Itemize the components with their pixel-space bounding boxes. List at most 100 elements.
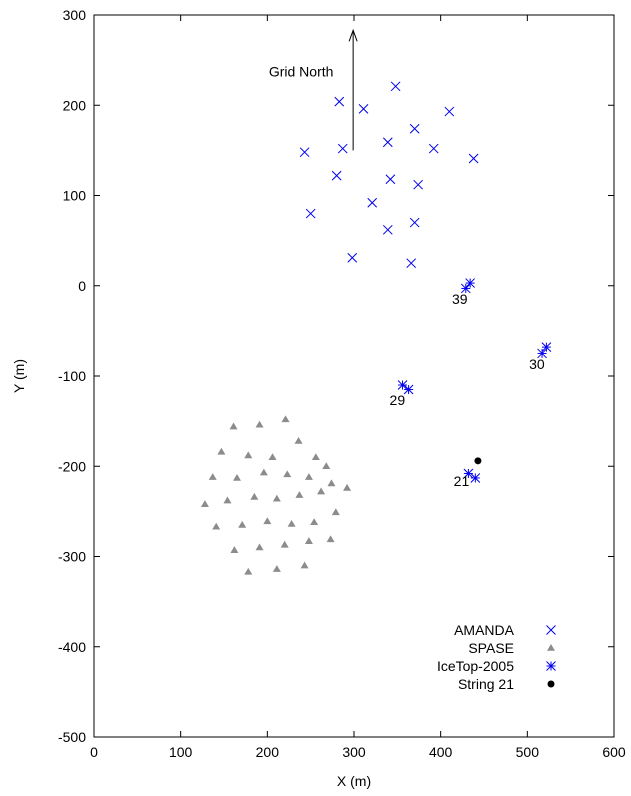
y-tick-label: -400 xyxy=(58,639,86,655)
amanda-point xyxy=(337,143,348,154)
x-stroke xyxy=(546,625,556,635)
icetop-2005-point xyxy=(537,348,547,359)
spase-point xyxy=(310,518,319,526)
x-tick-label: 100 xyxy=(169,744,193,760)
grid-north-arrowhead xyxy=(348,28,358,42)
spase-point xyxy=(230,546,239,553)
x-tick-label: 400 xyxy=(429,744,453,760)
amanda-point xyxy=(347,252,358,263)
string-21-point xyxy=(474,457,482,465)
series-amanda xyxy=(299,81,479,269)
spase-point xyxy=(268,453,277,461)
legend-label-spase: SPASE xyxy=(468,640,514,656)
amanda-point xyxy=(468,153,479,164)
spase-point xyxy=(272,494,281,502)
spase-point xyxy=(331,508,340,516)
legend-label-icetop-2005: IceTop-2005 xyxy=(437,658,514,674)
legend: AMANDA SPASE IceTop-2005 String 21 xyxy=(437,622,556,692)
spase-point xyxy=(322,462,331,470)
x-stroke xyxy=(406,258,417,269)
spase-point xyxy=(255,543,264,551)
x-stroke xyxy=(382,137,393,148)
x-stroke xyxy=(444,106,455,117)
spase-point xyxy=(281,415,290,423)
spase-point xyxy=(244,567,253,575)
spase-point xyxy=(200,500,209,507)
amanda-point xyxy=(367,197,378,208)
amanda-point xyxy=(390,81,401,92)
x-tick-label: 500 xyxy=(516,744,540,760)
legend-marker-string-21 xyxy=(547,680,555,688)
x-stroke xyxy=(331,170,342,181)
series-icetop-2005 xyxy=(397,278,552,483)
x-stroke xyxy=(358,104,369,114)
x-stroke xyxy=(385,174,396,185)
station-label-39: 39 xyxy=(452,291,468,307)
spase-point xyxy=(255,420,264,428)
legend-label-string-21: String 21 xyxy=(458,676,514,692)
spase-point xyxy=(250,492,259,500)
data-marks xyxy=(200,81,552,575)
series-spase xyxy=(200,415,352,575)
y-tick-label: -100 xyxy=(58,368,86,384)
icetop-2005-point xyxy=(403,384,414,395)
y-tick-label: 0 xyxy=(78,278,86,294)
amanda-point xyxy=(358,104,369,114)
x-stroke xyxy=(390,81,401,92)
spase-point xyxy=(229,422,238,430)
spase-point xyxy=(343,483,352,491)
spase-point xyxy=(295,491,304,498)
amanda-point xyxy=(413,179,423,190)
series-string-21 xyxy=(474,457,482,465)
spase-point xyxy=(244,451,253,459)
x-stroke xyxy=(299,147,310,158)
station-label-29: 29 xyxy=(390,392,406,408)
x-stroke xyxy=(337,143,348,154)
x-axis-label: X (m) xyxy=(337,773,371,789)
spase-point xyxy=(283,470,292,478)
spase-point xyxy=(238,520,247,528)
x-tick-label: 0 xyxy=(90,744,98,760)
x-stroke xyxy=(413,179,423,190)
legend-marker-spase xyxy=(547,644,555,651)
amanda-point xyxy=(444,106,455,117)
spase-point xyxy=(327,479,336,487)
y-tick-label: 200 xyxy=(63,97,87,113)
x-tick-label: 200 xyxy=(256,744,280,760)
spase-point xyxy=(287,520,296,527)
spase-point xyxy=(326,535,335,543)
icetop-2005-point xyxy=(397,380,408,390)
y-tick-label: 100 xyxy=(63,188,87,204)
spase-point xyxy=(212,522,221,530)
y-tick-label: -200 xyxy=(58,458,86,474)
spase-point xyxy=(280,540,289,548)
legend-marker-icetop-2005 xyxy=(546,661,556,671)
icetop-2005-point xyxy=(465,278,475,288)
x-stroke xyxy=(382,224,393,235)
spase-point xyxy=(294,436,303,444)
spase-point xyxy=(233,473,241,481)
x-stroke xyxy=(468,153,479,164)
station-label-30: 30 xyxy=(529,356,545,372)
spase-point xyxy=(311,453,320,461)
spase-point xyxy=(263,517,272,525)
legend-label-amanda: AMANDA xyxy=(454,622,515,638)
spase-point xyxy=(317,487,326,495)
icetop-2005-point xyxy=(541,342,552,352)
grid-north-label: Grid North xyxy=(269,63,334,79)
legend-marker-amanda xyxy=(546,625,556,635)
amanda-point xyxy=(331,170,342,181)
x-tick-label: 300 xyxy=(342,744,366,760)
amanda-point xyxy=(334,96,345,107)
x-stroke xyxy=(305,208,316,219)
spase-point xyxy=(272,565,281,572)
amanda-point xyxy=(305,208,316,219)
spase-point xyxy=(223,496,232,504)
icetop-2005-point xyxy=(460,283,471,294)
spase-point xyxy=(304,537,313,544)
amanda-point xyxy=(382,137,393,148)
axes: 0 100 200 300 400 500 600 -500 -400 -300 -200 -100 0… xyxy=(58,7,626,760)
spase-point xyxy=(217,447,226,455)
